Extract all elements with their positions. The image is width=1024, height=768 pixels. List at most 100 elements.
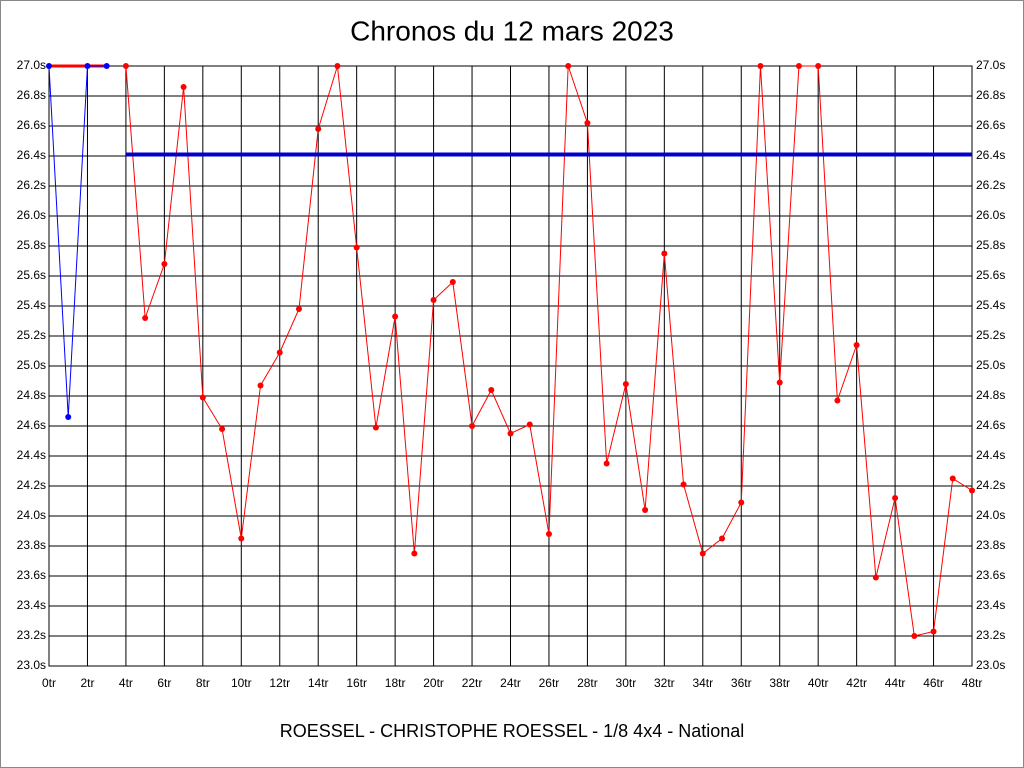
y-tick-label-right: 23.0s <box>976 658 1005 672</box>
y-tick-label: 23.2s <box>17 628 46 642</box>
point <box>930 628 937 635</box>
x-tick-label: 28tr <box>577 676 598 690</box>
point <box>661 250 668 257</box>
y-tick-label: 24.6s <box>17 418 46 432</box>
point <box>603 460 610 467</box>
point <box>372 424 379 431</box>
y-tick-label-right: 23.4s <box>976 598 1005 612</box>
x-tick-label: 26tr <box>539 676 560 690</box>
x-tick-label: 18tr <box>385 676 406 690</box>
point <box>469 423 476 429</box>
y-tick-label: 26.6s <box>17 118 46 132</box>
point <box>834 397 841 404</box>
point <box>315 126 322 132</box>
chart-title: Chronos du 12 mars 2023 <box>350 15 674 46</box>
y-tick-label-right: 27.0s <box>976 58 1005 72</box>
y-tick-label: 26.0s <box>17 208 46 222</box>
x-tick-label: 0tr <box>42 676 56 690</box>
point <box>430 297 437 303</box>
point <box>969 487 975 494</box>
x-tick-label: 36tr <box>731 676 752 690</box>
x-tick-label: 30tr <box>616 676 637 690</box>
point <box>103 63 110 69</box>
y-tick-label-right: 23.2s <box>976 628 1005 642</box>
y-tick-label: 26.8s <box>17 88 46 102</box>
point <box>892 495 899 501</box>
point <box>853 342 860 348</box>
y-tick-label-right: 25.2s <box>976 328 1005 342</box>
x-tick-label: 48tr <box>962 676 983 690</box>
y-tick-label-right: 24.4s <box>976 448 1005 462</box>
point <box>776 379 783 386</box>
point <box>584 120 591 126</box>
x-tick-label: 44tr <box>885 676 906 690</box>
point <box>392 313 399 320</box>
x-tick-label: 40tr <box>808 676 829 690</box>
y-tick-label: 24.4s <box>17 448 46 462</box>
y-tick-label-right: 25.6s <box>976 268 1005 282</box>
point <box>449 279 456 285</box>
point <box>699 550 706 557</box>
chart-subtitle: ROESSEL - CHRISTOPHE ROESSEL - 1/8 4x4 -… <box>280 721 745 741</box>
y-tick-label: 23.4s <box>17 598 46 612</box>
y-tick-label-right: 26.0s <box>976 208 1005 222</box>
x-tick-label: 16tr <box>346 676 367 690</box>
x-tick-label: 8tr <box>196 676 210 690</box>
point <box>949 475 956 482</box>
point <box>199 394 206 401</box>
y-tick-label-right: 23.8s <box>976 538 1005 552</box>
x-tick-label: 14tr <box>308 676 329 690</box>
y-tick-label-right: 24.2s <box>976 478 1005 492</box>
point <box>238 535 245 542</box>
point <box>180 84 187 90</box>
y-tick-label-right: 26.8s <box>976 88 1005 102</box>
series-line <box>48 65 107 418</box>
point <box>257 382 264 389</box>
y-tick-label-right: 23.6s <box>976 568 1005 582</box>
y-tick-label: 24.0s <box>17 508 46 522</box>
y-tick-label-right: 25.0s <box>976 358 1005 372</box>
y-tick-label: 25.0s <box>17 358 46 372</box>
y-tick-label-right: 26.2s <box>976 178 1005 192</box>
point <box>65 414 72 420</box>
point <box>719 535 726 542</box>
y-tick-label-right: 25.4s <box>976 298 1005 312</box>
x-tick-label: 42tr <box>846 676 867 690</box>
point <box>142 315 149 321</box>
y-tick-label: 25.8s <box>17 238 46 252</box>
point <box>622 381 629 387</box>
point <box>526 421 533 428</box>
point <box>46 63 52 69</box>
point <box>507 430 514 437</box>
x-tick-label: 12tr <box>269 676 290 690</box>
y-tick-label-right: 24.8s <box>976 388 1005 402</box>
y-tick-label: 23.8s <box>17 538 46 552</box>
point <box>276 349 283 356</box>
point <box>545 531 552 537</box>
y-tick-label: 26.4s <box>17 148 46 162</box>
x-tick-label: 38tr <box>769 676 790 690</box>
y-tick-label: 25.2s <box>17 328 46 342</box>
x-tick-label: 32tr <box>654 676 675 690</box>
y-tick-label: 23.0s <box>17 658 46 672</box>
point <box>795 63 802 69</box>
x-tick-label: 22tr <box>462 676 483 690</box>
point <box>161 261 168 267</box>
y-tick-label: 25.4s <box>17 298 46 312</box>
y-tick-label: 23.6s <box>17 568 46 582</box>
x-tick-label: 6tr <box>157 676 171 690</box>
y-tick-label: 27.0s <box>17 58 46 72</box>
y-tick-label-right: 25.8s <box>976 238 1005 252</box>
x-tick-label: 46tr <box>923 676 944 690</box>
x-tick-label: 2tr <box>80 676 94 690</box>
y-tick-label: 26.2s <box>17 178 46 192</box>
point <box>353 244 360 251</box>
y-tick-label-right: 24.0s <box>976 508 1005 522</box>
x-tick-label: 34tr <box>692 676 713 690</box>
point <box>872 574 879 581</box>
point <box>488 387 495 393</box>
point <box>680 481 687 488</box>
y-tick-label-right: 24.6s <box>976 418 1005 432</box>
